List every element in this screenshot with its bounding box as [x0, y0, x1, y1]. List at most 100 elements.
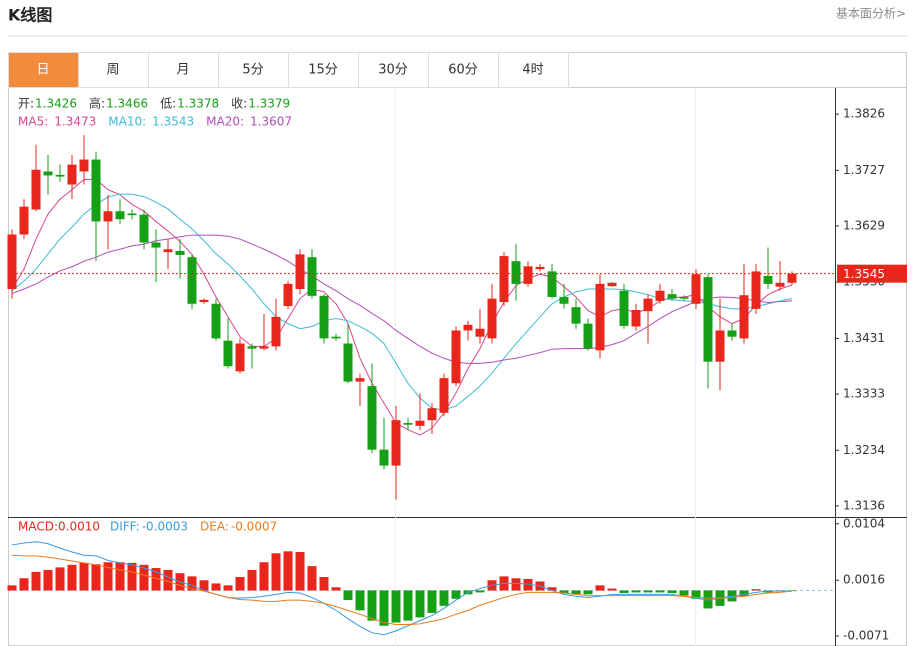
legend-value: 1.3543: [152, 115, 194, 129]
analysis-link[interactable]: 基本面分析>: [836, 7, 906, 21]
candle-body: [571, 307, 581, 324]
candle-body: [7, 234, 17, 290]
macd-bar: [331, 587, 341, 591]
macd-bar: [247, 569, 257, 591]
candle-body: [91, 159, 101, 222]
candle-body: [595, 283, 605, 351]
macd-bar: [151, 568, 161, 591]
macd-bar: [739, 590, 749, 597]
macd-bar: [571, 590, 581, 595]
candle-body: [499, 256, 509, 303]
y-tick-label: 0.0016: [843, 573, 885, 587]
macd-bar: [271, 553, 281, 591]
candle-body: [31, 169, 41, 210]
candle-body: [175, 250, 185, 255]
candle-body: [331, 336, 341, 339]
macd-bar: [295, 551, 305, 591]
candle-body: [283, 283, 293, 307]
macd-bar: [451, 590, 461, 599]
tab-label[interactable]: 5分: [242, 63, 263, 78]
candle-body: [379, 449, 389, 466]
macd-bar: [19, 578, 29, 591]
macd-bar: [115, 562, 125, 591]
y-tick-label: 1.3431: [843, 331, 885, 345]
candle-body: [523, 266, 533, 284]
readout-name: 收:: [231, 97, 247, 111]
candle-body: [547, 271, 557, 297]
tab[interactable]: [498, 52, 569, 88]
tab[interactable]: [358, 52, 429, 88]
macd-bar: [163, 569, 173, 591]
readout-value: 1.3378: [177, 97, 219, 111]
candle-body: [235, 343, 245, 372]
legend-value: 1.3607: [250, 115, 292, 129]
tab[interactable]: [148, 52, 219, 88]
legend-value: 1.3473: [54, 115, 96, 129]
macd-bar: [235, 577, 245, 591]
page-title: K线图: [8, 6, 52, 25]
candle-body: [607, 282, 617, 287]
macd-bar: [211, 583, 221, 591]
tab-label[interactable]: 周: [106, 63, 119, 78]
candle-body: [127, 213, 137, 216]
candle-body: [103, 211, 113, 222]
candle-body: [199, 299, 209, 303]
macd-bar: [583, 590, 593, 595]
macd-bar: [751, 589, 761, 591]
tab-label[interactable]: 月: [176, 63, 189, 78]
macd-bar: [619, 590, 629, 594]
macd-bar: [259, 562, 269, 591]
y-tick-label: 1.3234: [843, 443, 885, 457]
tab[interactable]: [288, 52, 359, 88]
legend-name: DIFF:: [110, 520, 140, 534]
tab-label[interactable]: 15分: [308, 63, 338, 78]
candle-body: [367, 386, 377, 450]
tab-label[interactable]: 4时: [522, 63, 543, 78]
y-tick-label: 1.3333: [843, 387, 885, 401]
tab[interactable]: [218, 52, 289, 88]
candle-body: [703, 277, 713, 362]
indicator-line: [11, 541, 792, 636]
tab-label[interactable]: 日: [36, 63, 49, 78]
tab-label[interactable]: 30分: [378, 63, 408, 78]
macd-bar: [7, 585, 17, 591]
tab[interactable]: [428, 52, 499, 88]
macd-bar: [43, 569, 53, 591]
candle-body: [535, 266, 545, 270]
macd-bar: [679, 590, 689, 596]
macd-bar: [199, 580, 209, 591]
indicator-line: [11, 234, 793, 364]
macd-bar: [391, 590, 401, 623]
macd-bar: [559, 590, 569, 594]
readout-value: 1.3426: [35, 97, 77, 111]
candle-body: [139, 214, 149, 243]
candle-body: [19, 206, 29, 235]
candle-body: [751, 271, 761, 309]
tab-label[interactable]: 60分: [448, 63, 478, 78]
candle-body: [619, 290, 629, 326]
candle-body: [55, 174, 65, 177]
readout-value: 0.0010: [58, 520, 100, 534]
readout-value: 1.3379: [248, 97, 290, 111]
candle-body: [787, 273, 797, 283]
macd-bar: [307, 566, 317, 591]
macd-bar: [223, 585, 233, 591]
candle-body: [475, 328, 485, 337]
candle-body: [775, 282, 785, 287]
macd-bar: [655, 590, 665, 593]
readout-value: 1.3466: [106, 97, 148, 111]
candle-body: [463, 324, 473, 331]
macd-bar: [103, 562, 113, 591]
legend-name: MA20:: [206, 115, 244, 129]
candle-body: [259, 346, 269, 349]
macd-bar: [691, 590, 701, 599]
candle-body: [151, 242, 161, 248]
readout-name: MACD:: [18, 520, 58, 534]
candle-body: [115, 211, 125, 220]
candle-body: [343, 343, 353, 382]
macd-bar: [511, 578, 521, 591]
macd-bar: [607, 588, 617, 591]
candle-body: [511, 261, 521, 284]
candle-body: [763, 275, 773, 284]
